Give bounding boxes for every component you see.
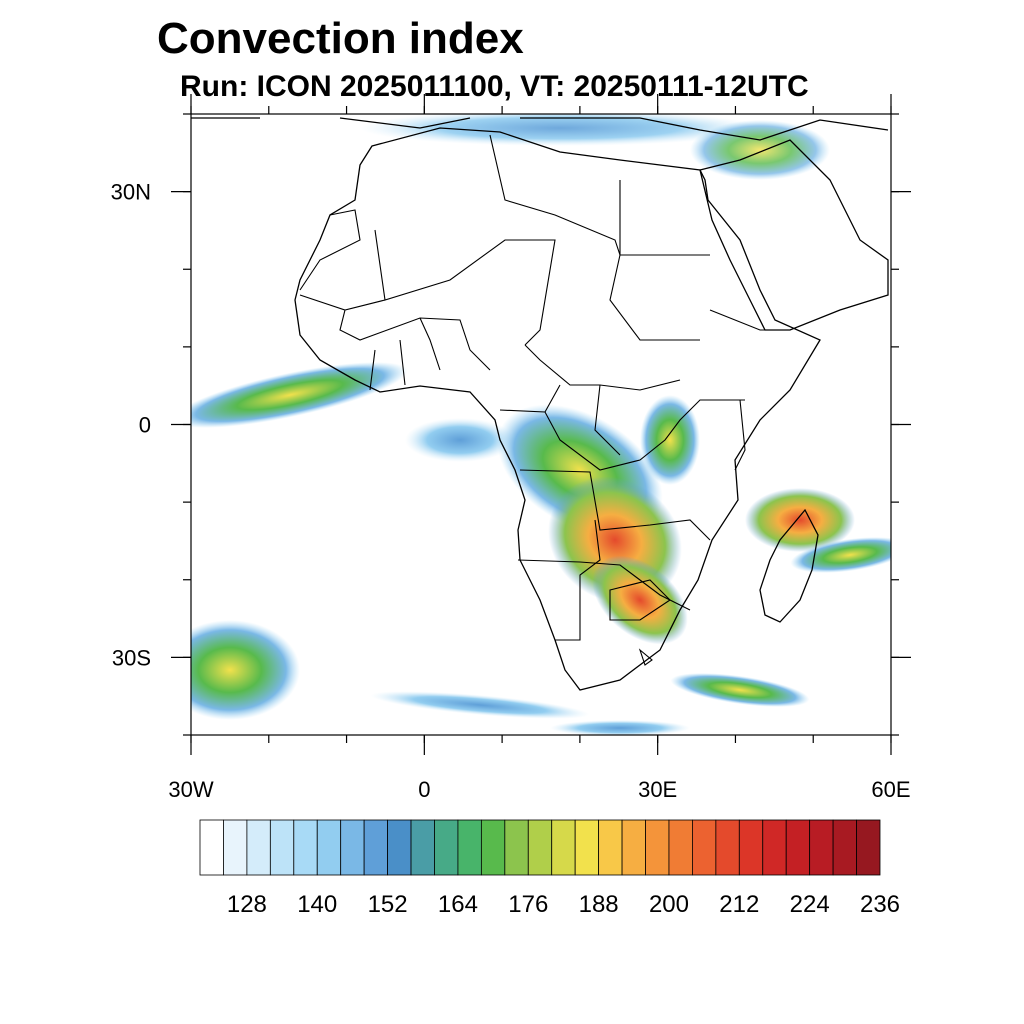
lon-tick-label: 60E <box>871 777 910 802</box>
colorbar-box <box>480 819 506 876</box>
colorbar-box <box>715 819 740 876</box>
country-borders <box>299 134 790 666</box>
colorbar-box <box>316 819 342 876</box>
colorbar-label: 188 <box>579 891 619 918</box>
colorbar-box <box>387 819 412 876</box>
coastlines <box>191 117 889 691</box>
lat-tick-label: 0 <box>139 413 151 438</box>
europe-fringe <box>191 117 889 141</box>
colorbar-label: 164 <box>438 891 478 918</box>
colorbar-box <box>668 819 693 876</box>
lat-tick-label: 30N <box>111 180 151 205</box>
colorbar-box <box>457 819 482 876</box>
colorbar-box <box>762 819 787 876</box>
colorbar-box <box>621 819 646 876</box>
convection-field <box>191 114 891 735</box>
colorbar-box <box>410 819 435 876</box>
africa-coastline <box>294 127 821 691</box>
colorbar-label: 152 <box>368 891 408 918</box>
madagascar-coastline <box>759 508 819 623</box>
colorbar-box <box>434 819 459 876</box>
colorbar-label: 224 <box>790 891 830 918</box>
colorbar-label: 200 <box>649 891 689 918</box>
colorbar-box <box>293 819 318 876</box>
colorbar-box <box>598 819 623 876</box>
colorbar-box <box>738 819 764 876</box>
colorbar-label: 140 <box>297 891 337 918</box>
map-axis-labels: 30W 0 30E 60E 30N 0 30S <box>111 180 911 802</box>
colorbar-label: 212 <box>719 891 759 918</box>
colorbar-labels: 128 140 152 164 176 188 200 212 224 236 <box>227 891 900 918</box>
lon-tick-label: 30W <box>168 777 213 802</box>
colorbar-box <box>340 819 365 876</box>
arabian-peninsula <box>699 139 889 331</box>
colorbar-box <box>269 819 295 876</box>
map-axis-ticks <box>171 94 911 755</box>
colorbar-box <box>574 819 600 876</box>
colorbar-box <box>527 819 553 876</box>
colorbar-box <box>856 819 881 876</box>
lat-tick-label: 30S <box>112 645 151 670</box>
colorbar <box>199 819 881 876</box>
colorbar-label: 176 <box>508 891 548 918</box>
colorbar-box <box>223 819 248 876</box>
colorbar-box <box>504 819 529 876</box>
colorbar-box <box>785 819 811 876</box>
lon-tick-label: 0 <box>418 777 430 802</box>
colorbar-box <box>551 819 576 876</box>
colorbar-box <box>199 819 224 876</box>
colorbar-box <box>246 819 271 876</box>
colorbar-label: 128 <box>227 891 267 918</box>
colorbar-box <box>645 819 670 876</box>
colorbar-box <box>692 819 717 876</box>
colorbar-box <box>363 819 388 876</box>
colorbar-label: 236 <box>860 891 900 918</box>
colorbar-box <box>832 819 857 876</box>
colorbar-box <box>809 819 834 876</box>
map-subtitle: Run: ICON 2025011100, VT: 20250111-12UTC <box>180 70 809 103</box>
map-title: Convection index <box>157 14 524 63</box>
lon-tick-label: 30E <box>638 777 677 802</box>
